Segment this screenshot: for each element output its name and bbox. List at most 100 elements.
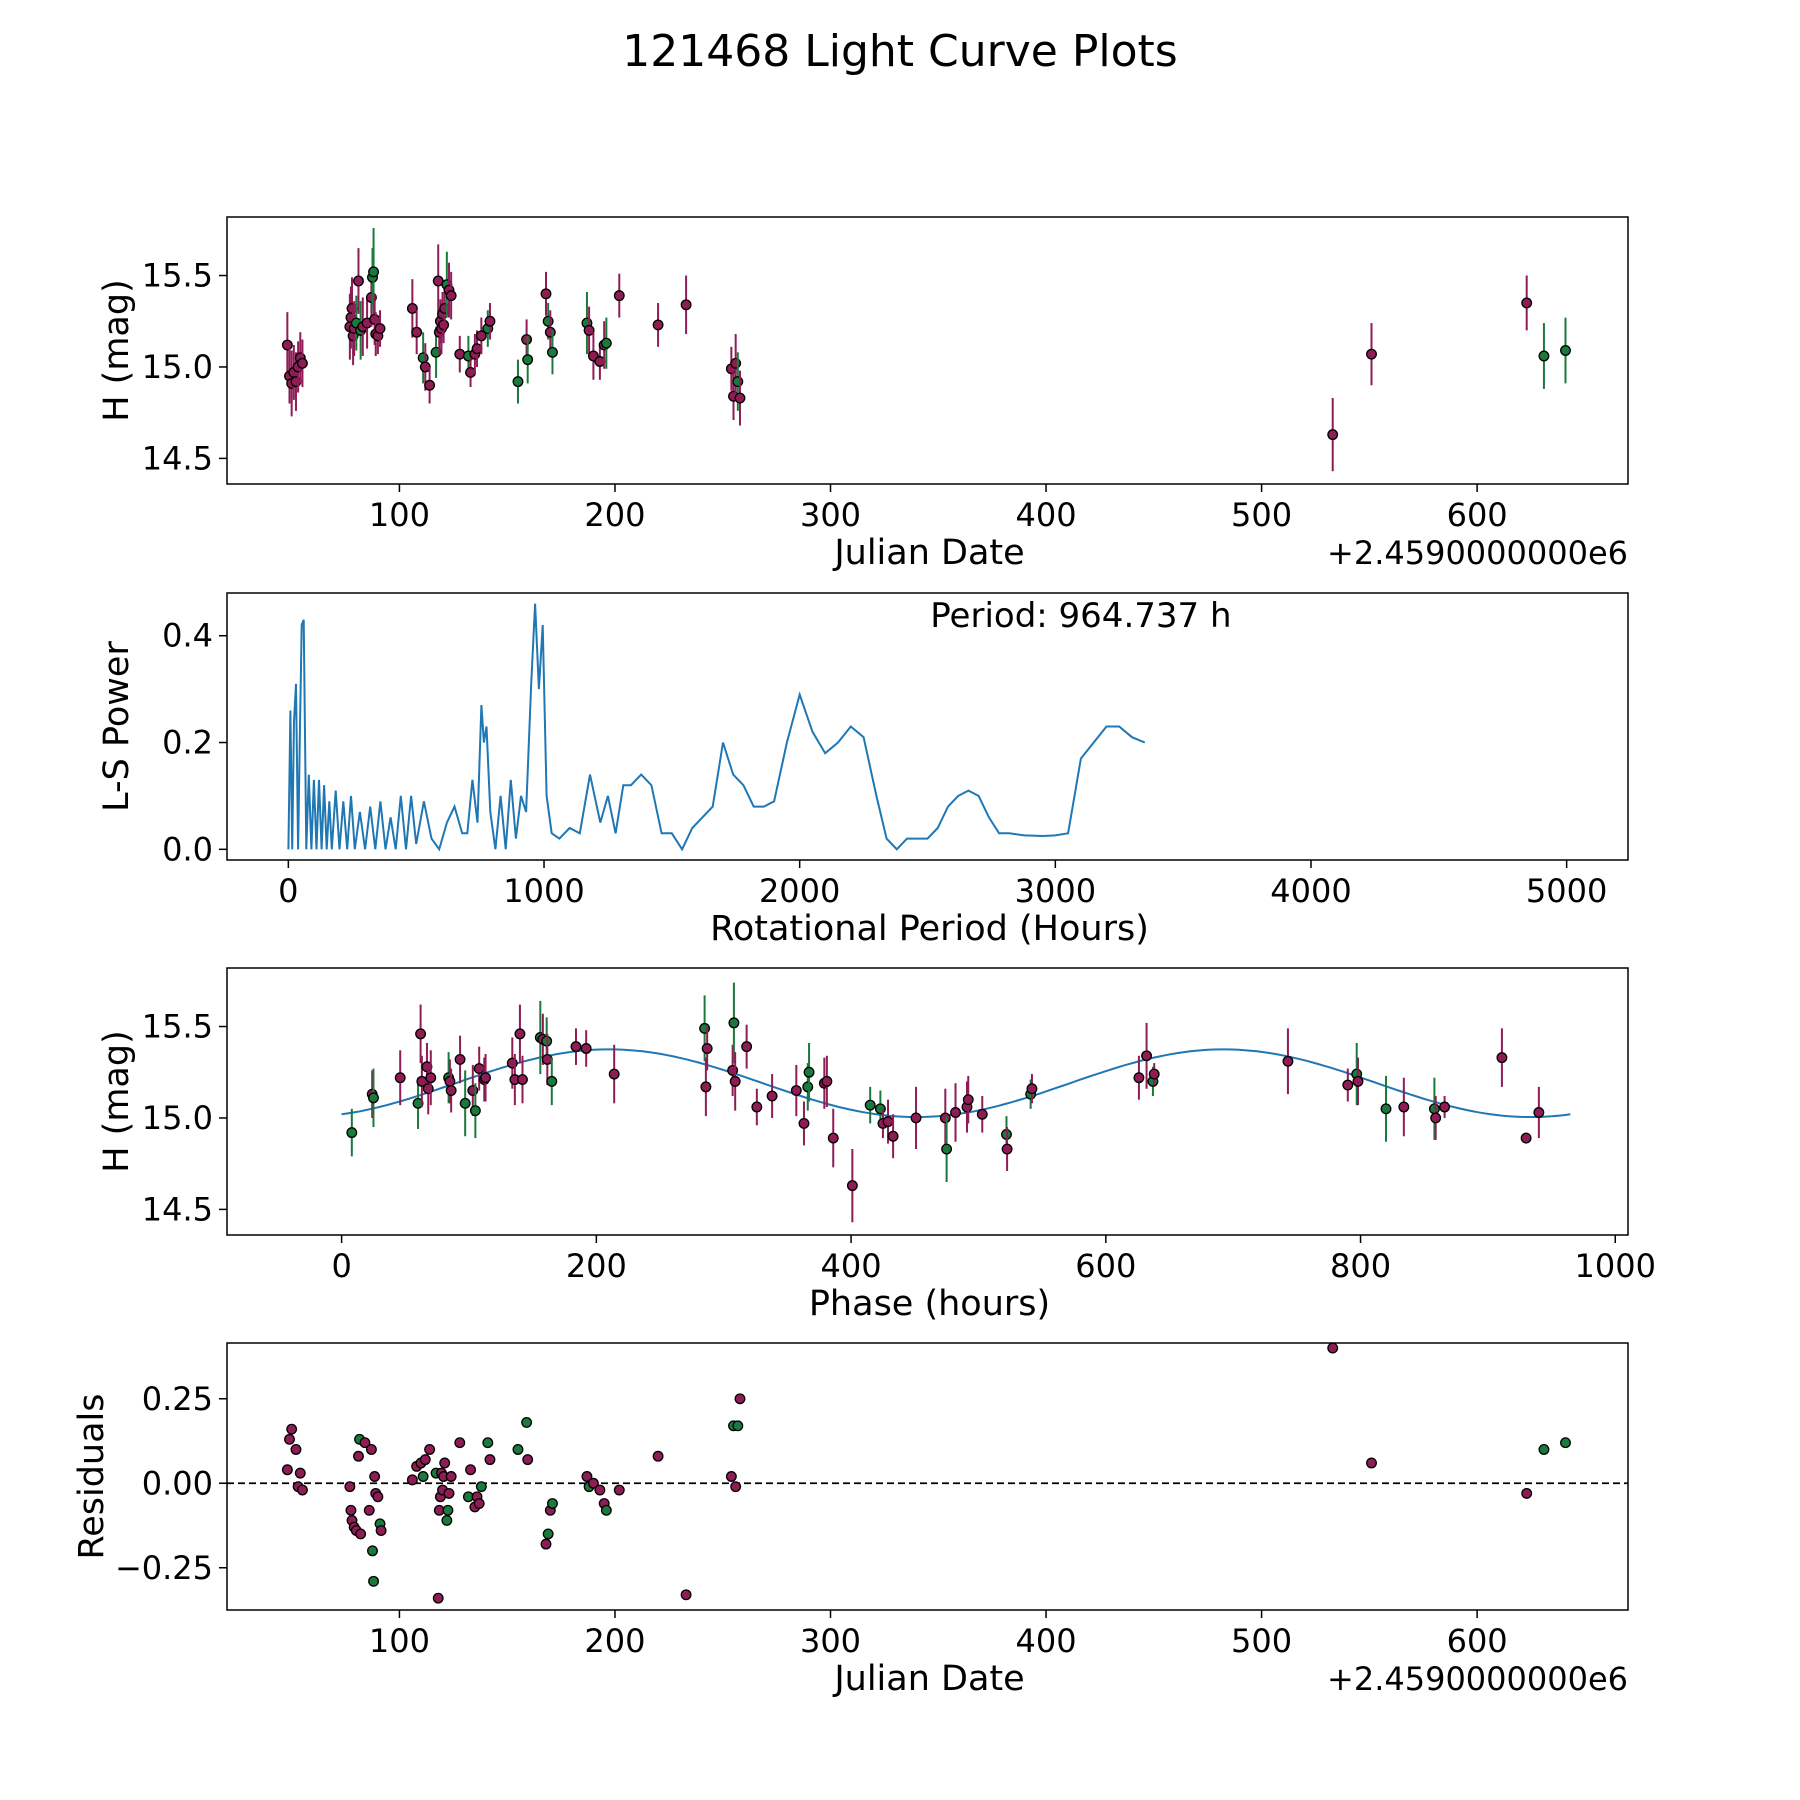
periodogram-panel: 0 1000 2000 3000 4000 5000 0.0 0.2 0.4 Rotational…: [97, 592, 1629, 949]
data-point: [424, 1444, 436, 1455]
data-point: [766, 1090, 778, 1102]
data-point: [729, 1075, 741, 1087]
data-point: [540, 1538, 552, 1550]
data-point: [600, 337, 612, 349]
data-point: [1538, 350, 1550, 362]
data-point: [540, 288, 552, 300]
data-point: [1327, 1343, 1339, 1354]
y-tick-label: 0.4: [162, 617, 213, 655]
data-point: [294, 1467, 306, 1479]
data-point: [512, 1444, 524, 1455]
x-tick-label: 500: [1231, 1622, 1292, 1660]
x-tick-label: 1000: [1575, 1247, 1656, 1285]
data-point: [425, 1072, 437, 1084]
x-tick-label: 200: [584, 496, 645, 534]
data-point: [394, 1072, 406, 1084]
data-point: [701, 1043, 713, 1054]
x-tick-label: 300: [800, 496, 861, 534]
data-point: [652, 319, 664, 331]
y-tick-label: 0.2: [162, 724, 213, 762]
data-point: [1366, 1457, 1377, 1469]
data-point: [1133, 1072, 1145, 1084]
y-tick-label: 14.5: [142, 439, 213, 477]
data-point: [864, 1099, 876, 1111]
data-point: [613, 1484, 625, 1496]
data-point: [680, 1589, 692, 1601]
data-point: [445, 1085, 457, 1096]
data-point: [353, 1450, 364, 1462]
data-point: [1428, 1103, 1440, 1115]
y-tick-label: 14.5: [142, 1190, 213, 1228]
data-point: [1430, 1112, 1442, 1124]
y-axis-label: Residuals: [72, 1393, 112, 1559]
x-axis-label: Phase (hours): [809, 1284, 1050, 1324]
data-point: [443, 1487, 455, 1499]
data-point: [1026, 1083, 1038, 1095]
data-point: [368, 266, 380, 278]
data-point: [365, 1444, 377, 1455]
data-point: [368, 1575, 380, 1587]
residuals-panel: 100 200 300 400 500 600 −0.25 0.00 0.25 Julian Da…: [72, 1342, 1629, 1699]
data-point: [375, 1525, 387, 1537]
data-point: [1538, 1444, 1550, 1455]
data-point: [798, 1117, 810, 1129]
y-tick-label: 15.5: [142, 257, 213, 295]
data-point: [281, 1464, 293, 1476]
period-annotation: Period: 964.737 h: [930, 596, 1231, 636]
y-axis-label: L-S Power: [97, 641, 137, 812]
data-point: [600, 1504, 612, 1516]
data-point: [344, 1481, 356, 1493]
x-tick-label: 600: [1447, 1622, 1508, 1660]
data-point: [1342, 1079, 1354, 1091]
axes-frame: [226, 216, 1629, 485]
data-point: [512, 376, 524, 388]
y-axis-label: H (mag): [97, 279, 137, 422]
data-point: [730, 357, 742, 369]
data-point: [438, 319, 450, 331]
data-point: [406, 302, 418, 314]
x-tick-label: 400: [821, 1247, 882, 1285]
data-point: [419, 1454, 431, 1466]
y-tick-label: 15.5: [142, 1008, 213, 1046]
axes-frame: [226, 1342, 1629, 1611]
data-point: [454, 348, 466, 360]
data-point: [583, 324, 595, 336]
data-point: [517, 1074, 528, 1086]
data-point: [406, 1474, 418, 1486]
data-point: [445, 1471, 457, 1482]
data-point: [570, 1041, 582, 1053]
data-point: [296, 357, 308, 369]
data-point: [522, 354, 534, 366]
data-point: [374, 323, 386, 335]
data-point: [432, 1592, 444, 1604]
data-point: [296, 1484, 308, 1496]
data-point: [346, 1127, 358, 1139]
x-tick-label: 200: [584, 1622, 645, 1660]
light-curve-panel: 100 200 300 400 500 600 14.5 15.0 15.5 Julian Dat…: [97, 216, 1629, 573]
data-point: [369, 1471, 381, 1482]
data-point: [887, 1130, 899, 1142]
data-point: [484, 1454, 496, 1466]
data-point: [846, 1180, 858, 1192]
x-tick-label: 400: [1016, 496, 1077, 534]
data-point: [1282, 1055, 1294, 1067]
data-point: [411, 326, 423, 338]
y-tick-label: −0.25: [115, 1549, 213, 1587]
x-tick-label: 300: [800, 1622, 861, 1660]
data-point: [547, 346, 558, 358]
x-tick-label: 800: [1330, 1247, 1391, 1285]
data-point: [521, 1416, 533, 1428]
data-point: [587, 1477, 599, 1489]
periodogram-line: [287, 603, 1146, 852]
x-offset-label: +2.4590000000e6: [1327, 534, 1628, 572]
plot-area: [287, 603, 1146, 852]
plot-area: [341, 982, 1571, 1223]
data-point: [1560, 1437, 1571, 1449]
data-point: [372, 1491, 384, 1503]
data-point: [1001, 1143, 1013, 1155]
data-point: [751, 1101, 763, 1113]
x-tick-label: 2000: [759, 872, 840, 910]
data-point: [542, 315, 554, 327]
data-point: [803, 1066, 815, 1078]
data-point: [439, 1457, 451, 1469]
